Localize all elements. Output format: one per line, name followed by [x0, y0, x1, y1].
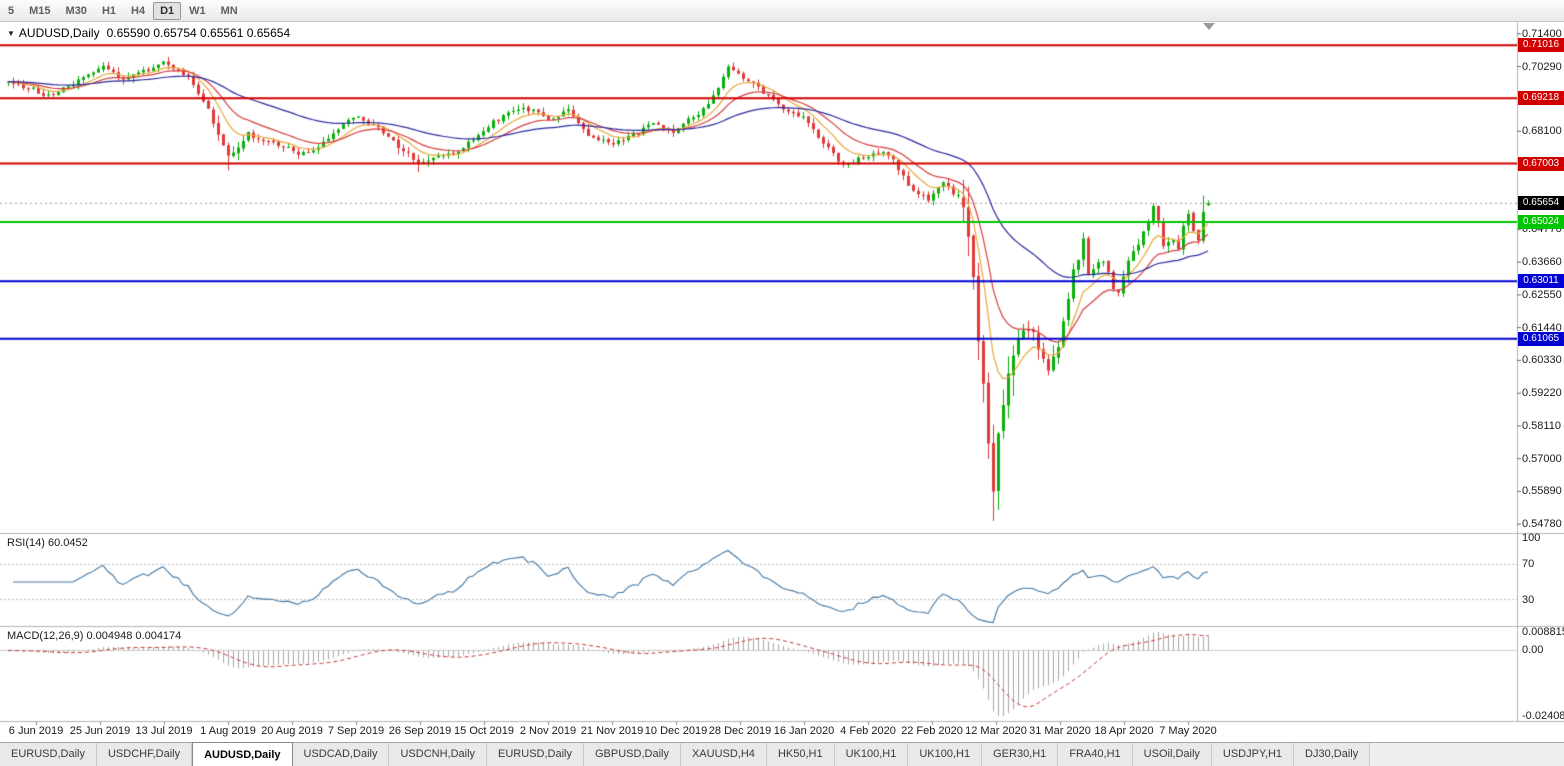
time-axis-label: 12 Mar 2020: [965, 725, 1027, 737]
price-level-badge: 0.69218: [1518, 91, 1564, 106]
price-tick-label: 0.58110: [1522, 419, 1561, 432]
timeframe-toolbar: 5 M15 M30 H1 H4 D1 W1 MN: [0, 0, 1564, 22]
time-axis-label: 21 Nov 2019: [580, 725, 644, 737]
time-axis-label: 31 Mar 2020: [1029, 725, 1091, 737]
chart-tab-ger30-h1[interactable]: GER30,H1: [982, 743, 1059, 766]
time-axis-label: 7 May 2020: [1159, 725, 1217, 737]
price-tick-label: 0.55890: [1522, 485, 1562, 498]
time-axis-label: 4 Feb 2020: [840, 725, 896, 737]
price-tick-label: 0.61440: [1522, 321, 1562, 334]
chart-tab-bar: EURUSD,Daily USDCHF,Daily AUDUSD,Daily USDC…: [0, 742, 1564, 766]
timeframe-button-w1[interactable]: W1: [189, 4, 206, 17]
timeframe-button-h1[interactable]: H1: [101, 4, 116, 17]
chart-tab-gbpusd-daily[interactable]: GBPUSD,Daily: [584, 743, 681, 766]
chart-shift-marker-icon[interactable]: [1203, 23, 1215, 30]
time-axis-label: 1 Aug 2019: [200, 725, 256, 737]
price-tick-label: 0.57000: [1522, 452, 1562, 465]
time-axis-label: 18 Apr 2020: [1094, 725, 1154, 737]
price-tick-label: 0.60330: [1522, 354, 1562, 367]
timeframe-button-5[interactable]: 5: [8, 4, 15, 17]
time-axis-label: 13 Jul 2019: [135, 725, 193, 737]
time-axis-label: 16 Jan 2020: [773, 725, 835, 737]
time-axis-label: 25 Jun 2019: [69, 725, 131, 737]
time-axis-label: 6 Jun 2019: [8, 725, 64, 737]
time-axis-label: 7 Sep 2019: [327, 725, 385, 737]
time-axis-label: 20 Aug 2019: [261, 725, 323, 737]
macd-tick-label: -0.024082: [1522, 710, 1564, 722]
chart-symbol-label: AUDUSD,Daily: [18, 26, 100, 40]
timeframe-button-mn[interactable]: MN: [220, 4, 238, 17]
timeframe-button-h4[interactable]: H4: [131, 4, 146, 17]
timeframe-button-m15[interactable]: M15: [29, 4, 51, 17]
timeframe-button-d1[interactable]: D1: [153, 1, 182, 20]
time-axis-label: 2 Nov 2019: [519, 725, 577, 737]
chart-tab-hk50-h1[interactable]: HK50,H1: [766, 743, 835, 766]
chart-tab-dj30-daily[interactable]: DJ30,Daily: [1294, 743, 1371, 766]
macd-tick-label: 0.008815: [1522, 626, 1564, 638]
chart-tab-fra40-h1[interactable]: FRA40,H1: [1058, 743, 1133, 766]
chart-tab-usdjpy-h1[interactable]: USDJPY,H1: [1211, 743, 1295, 766]
price-tick-label: 0.62550: [1522, 288, 1562, 301]
chart-tab-usdcad-daily[interactable]: USDCAD,Daily: [292, 743, 390, 766]
price-tick-label: 0.63660: [1522, 256, 1562, 269]
rsi-indicator-label: RSI(14) 60.0452: [7, 537, 88, 549]
chart-tab-eurusd-daily[interactable]: EURUSD,Daily: [487, 743, 584, 766]
chart-menu-icon[interactable]: ▼: [7, 29, 15, 38]
time-axis-label: 22 Feb 2020: [901, 725, 963, 737]
rsi-tick-label: 100: [1522, 532, 1541, 544]
chart-tab-uk100-h1[interactable]: UK100,H1: [908, 743, 983, 766]
price-level-badge: 0.61065: [1518, 331, 1564, 346]
price-level-badge: 0.71016: [1518, 38, 1564, 53]
chart-tab-audusd-daily[interactable]: AUDUSD,Daily: [192, 742, 293, 766]
price-tick-label: 0.54780: [1522, 518, 1562, 531]
chart-tab-xauusd-h4[interactable]: XAUUSD,H4: [680, 743, 767, 766]
chart-ohlc-values: 0.65590 0.65754 0.65561 0.65654: [106, 26, 291, 40]
time-axis-label: 28 Dec 2019: [708, 725, 772, 737]
price-tick-label: 0.68100: [1522, 125, 1562, 138]
time-axis-label: 10 Dec 2019: [644, 725, 708, 737]
chart-tab-eurusd-daily[interactable]: EURUSD,Daily: [0, 743, 97, 766]
rsi-tick-label: 70: [1522, 558, 1535, 571]
price-tick-label: 0.70290: [1522, 60, 1562, 73]
time-axis-label: 26 Sep 2019: [388, 725, 452, 737]
price-tick-label: 0.59220: [1522, 387, 1562, 400]
macd-indicator-label: MACD(12,26,9) 0.004948 0.004174: [7, 630, 182, 642]
chart-tab-usoil-daily[interactable]: USOil,Daily: [1132, 743, 1212, 766]
macd-tick-label: 0.00: [1522, 644, 1544, 657]
rsi-tick-label: 30: [1522, 593, 1535, 606]
chart-tab-uk100-h1[interactable]: UK100,H1: [834, 743, 909, 766]
timeframe-button-m30[interactable]: M30: [65, 4, 87, 17]
price-level-badge: 0.63011: [1518, 274, 1564, 289]
price-tick-label: 0.71400: [1522, 27, 1562, 40]
chart-tab-usdcnh-daily[interactable]: USDCNH,Daily: [389, 743, 488, 766]
chart-tab-usdchf-daily[interactable]: USDCHF,Daily: [96, 743, 193, 766]
price-level-badge: 0.67003: [1518, 156, 1564, 171]
current-price-badge: 0.65654: [1518, 196, 1564, 211]
price-level-badge: 0.65024: [1518, 214, 1564, 229]
time-axis-label: 15 Oct 2019: [454, 725, 514, 737]
chart-title: ▼ AUDUSD,Daily 0.65590 0.65754 0.65561 0.6…: [7, 26, 290, 40]
